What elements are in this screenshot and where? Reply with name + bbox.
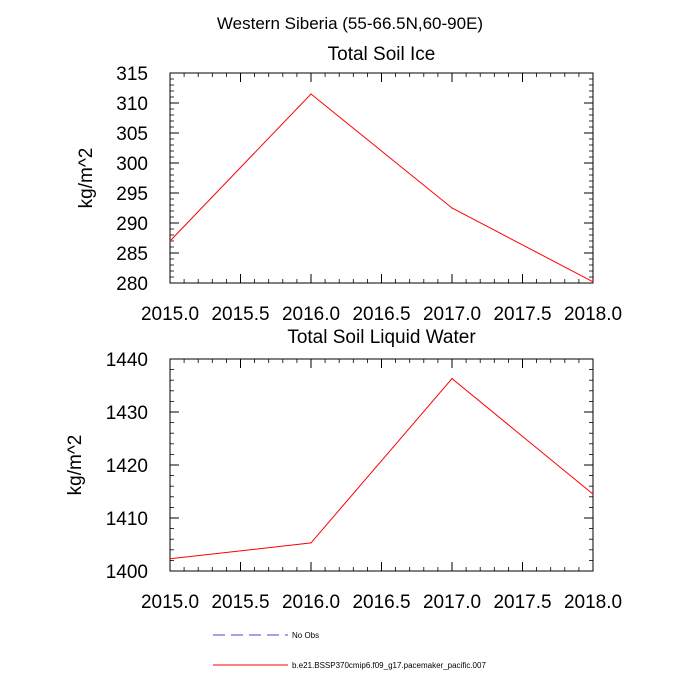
figure-title: Western Siberia (55-66.5N,60-90E) — [217, 14, 483, 33]
data-point — [451, 207, 453, 209]
data-point — [451, 378, 453, 380]
x-tick-label: 2015.0 — [141, 592, 199, 613]
x-tick-label: 2015.5 — [211, 592, 269, 613]
x-tick-label: 2016.0 — [282, 592, 340, 613]
y-tick-label: 285 — [116, 244, 148, 265]
x-tick-label: 2016.0 — [282, 304, 340, 325]
data-point — [310, 93, 312, 95]
y-tick-label: 280 — [116, 274, 148, 295]
chart-panel-soil-liquid-water: Total Soil Liquid Water kg/m^2 2015.0 2015.… — [65, 327, 622, 613]
plot-frame — [169, 72, 594, 284]
legend-label-no-obs: No Obs — [292, 631, 319, 640]
chart-title: Total Soil Liquid Water — [287, 327, 476, 348]
y-axis-label: kg/m^2 — [65, 435, 86, 496]
y-tick-label: 1410 — [106, 509, 148, 530]
data-point — [169, 558, 171, 560]
x-tick-label: 2017.5 — [493, 304, 551, 325]
y-axis-label: kg/m^2 — [76, 148, 97, 209]
y-tick-label: 290 — [116, 214, 148, 235]
data-point — [592, 493, 594, 495]
x-tick-label: 2018.0 — [564, 304, 622, 325]
series-line-soil-ice — [169, 93, 594, 283]
data-point — [310, 542, 312, 544]
x-tick-label: 2015.0 — [141, 304, 199, 325]
legend: No Obs b.e21.BSSP370cmip6.f09_g17.pacema… — [213, 631, 486, 670]
x-tick-label: 2017.0 — [423, 592, 481, 613]
series-line-soil-liquid-water — [169, 377, 594, 560]
chart-panel-soil-ice: Total Soil Ice kg/m^2 2015.0 2015.5 2016.0 20… — [76, 44, 622, 325]
y-tick-label: 305 — [116, 124, 148, 145]
x-tick-label: 2017.5 — [493, 592, 551, 613]
x-tick-label: 2016.5 — [352, 592, 410, 613]
y-tick-label: 315 — [116, 64, 148, 85]
x-tick-label: 2017.0 — [423, 304, 481, 325]
y-tick-label: 1420 — [106, 456, 148, 477]
data-point — [169, 240, 171, 242]
data-point — [592, 281, 594, 283]
y-tick-label: 295 — [116, 184, 148, 205]
legend-label-model-run: b.e21.BSSP370cmip6.f09_g17.pacemaker_pac… — [292, 661, 486, 670]
x-tick-label: 2016.5 — [352, 304, 410, 325]
y-tick-label: 1430 — [106, 403, 148, 424]
y-tick-label: 1440 — [106, 350, 148, 371]
chart-title: Total Soil Ice — [328, 44, 436, 65]
y-tick-label: 1400 — [106, 562, 148, 583]
plot-frame — [169, 358, 594, 572]
y-tick-label: 300 — [116, 154, 148, 175]
x-tick-label: 2018.0 — [564, 592, 622, 613]
y-tick-label: 310 — [116, 94, 148, 115]
x-tick-label: 2015.5 — [211, 304, 269, 325]
